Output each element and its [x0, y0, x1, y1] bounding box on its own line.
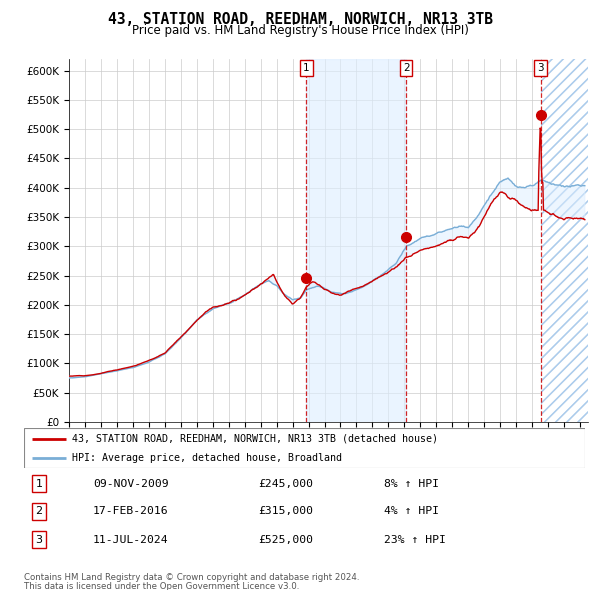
- Text: 43, STATION ROAD, REEDHAM, NORWICH, NR13 3TB: 43, STATION ROAD, REEDHAM, NORWICH, NR13…: [107, 12, 493, 27]
- Text: £525,000: £525,000: [258, 535, 313, 545]
- Text: Contains HM Land Registry data © Crown copyright and database right 2024.: Contains HM Land Registry data © Crown c…: [24, 573, 359, 582]
- Bar: [541, 59, 588, 422]
- Text: 1: 1: [303, 63, 310, 73]
- Text: £245,000: £245,000: [258, 478, 313, 489]
- Text: 09-NOV-2009: 09-NOV-2009: [93, 478, 169, 489]
- Text: 17-FEB-2016: 17-FEB-2016: [93, 506, 169, 516]
- Text: 3: 3: [35, 535, 43, 545]
- Text: 11-JUL-2024: 11-JUL-2024: [93, 535, 169, 545]
- Text: 43, STATION ROAD, REEDHAM, NORWICH, NR13 3TB (detached house): 43, STATION ROAD, REEDHAM, NORWICH, NR13…: [71, 434, 437, 444]
- Text: 4% ↑ HPI: 4% ↑ HPI: [384, 506, 439, 516]
- Text: £315,000: £315,000: [258, 506, 313, 516]
- Text: 2: 2: [35, 506, 43, 516]
- Text: 23% ↑ HPI: 23% ↑ HPI: [384, 535, 446, 545]
- Bar: [307, 59, 406, 422]
- Text: 3: 3: [537, 63, 544, 73]
- Text: HPI: Average price, detached house, Broadland: HPI: Average price, detached house, Broa…: [71, 453, 341, 463]
- Text: 8% ↑ HPI: 8% ↑ HPI: [384, 478, 439, 489]
- Text: Price paid vs. HM Land Registry's House Price Index (HPI): Price paid vs. HM Land Registry's House …: [131, 24, 469, 37]
- Text: This data is licensed under the Open Government Licence v3.0.: This data is licensed under the Open Gov…: [24, 582, 299, 590]
- Bar: [541, 59, 588, 422]
- Text: 1: 1: [35, 478, 43, 489]
- Text: 2: 2: [403, 63, 410, 73]
- Bar: [541, 59, 588, 422]
